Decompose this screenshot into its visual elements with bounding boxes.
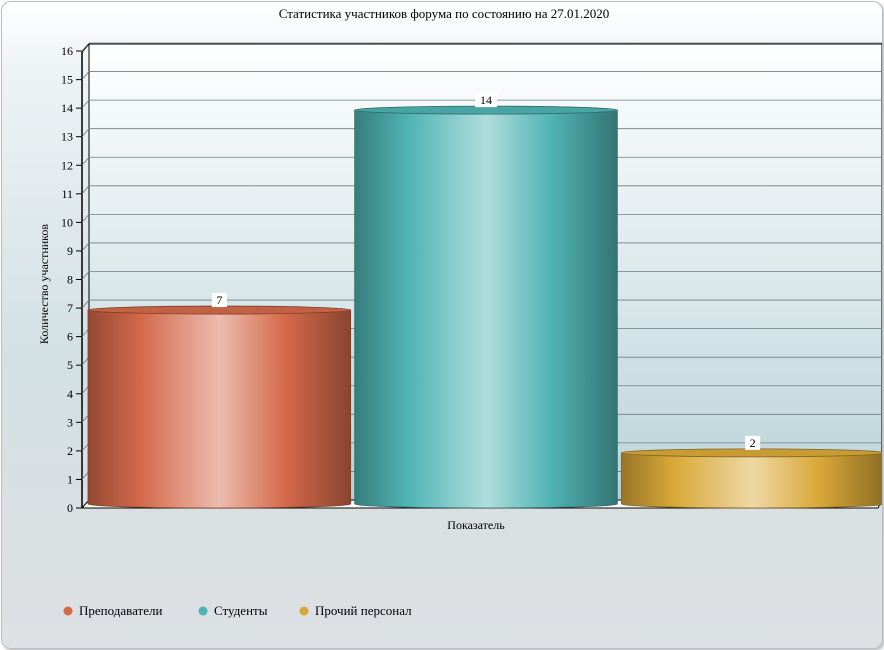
bar-body xyxy=(620,452,882,509)
data-label: 7 xyxy=(211,293,227,308)
y-tick-label: 13 xyxy=(61,130,73,144)
legend-item: Прочий персонал xyxy=(299,603,412,618)
legend-label: Студенты xyxy=(214,603,268,618)
y-tick-label: 3 xyxy=(67,415,73,429)
y-tick-label: 10 xyxy=(61,215,73,229)
data-label: 2 xyxy=(745,435,761,450)
y-axis-label: Количество участников xyxy=(37,224,51,344)
y-tick-label: 11 xyxy=(61,187,73,201)
chart-title: Статистика участников форума по состояни… xyxy=(279,6,610,21)
bar-2 xyxy=(354,105,618,509)
y-tick-label: 8 xyxy=(67,273,73,287)
y-tick-label: 0 xyxy=(67,501,73,515)
data-label-text: 2 xyxy=(750,436,756,450)
y-tick-label: 2 xyxy=(67,444,73,458)
y-tick-label: 15 xyxy=(61,73,73,87)
legend-label: Преподаватели xyxy=(79,603,162,618)
y-tick-label: 7 xyxy=(67,301,73,315)
legend-marker xyxy=(198,606,208,616)
legend-marker xyxy=(63,606,73,616)
y-tick-label: 16 xyxy=(61,44,73,58)
bar-body xyxy=(87,309,352,509)
y-tick-label: 5 xyxy=(67,358,73,372)
bar-body xyxy=(354,109,618,509)
y-tick-label: 12 xyxy=(61,158,73,172)
legend-item: Преподаватели xyxy=(63,603,162,618)
bar-top xyxy=(87,305,352,315)
legend-label: Прочий персонал xyxy=(315,603,412,618)
data-labels: 7 14 2 xyxy=(211,93,761,450)
data-label: 14 xyxy=(475,93,497,108)
y-tick-label: 9 xyxy=(67,244,73,258)
legend-item: Студенты xyxy=(198,603,268,618)
y-tick-label: 6 xyxy=(67,330,73,344)
legend: Преподаватели Студенты Прочий персонал xyxy=(63,603,412,618)
y-tick-label: 4 xyxy=(67,387,73,401)
y-tick-label: 14 xyxy=(61,101,73,115)
bar-top xyxy=(620,448,882,458)
bars xyxy=(87,105,882,509)
legend-marker xyxy=(299,606,309,616)
x-axis-label: Показатель xyxy=(447,518,505,532)
data-label-text: 14 xyxy=(480,93,492,107)
bar-3 xyxy=(620,448,882,509)
bar-top xyxy=(354,105,618,115)
bar-1 xyxy=(87,305,352,509)
y-tick-label: 1 xyxy=(67,472,73,486)
data-label-text: 7 xyxy=(216,293,222,307)
